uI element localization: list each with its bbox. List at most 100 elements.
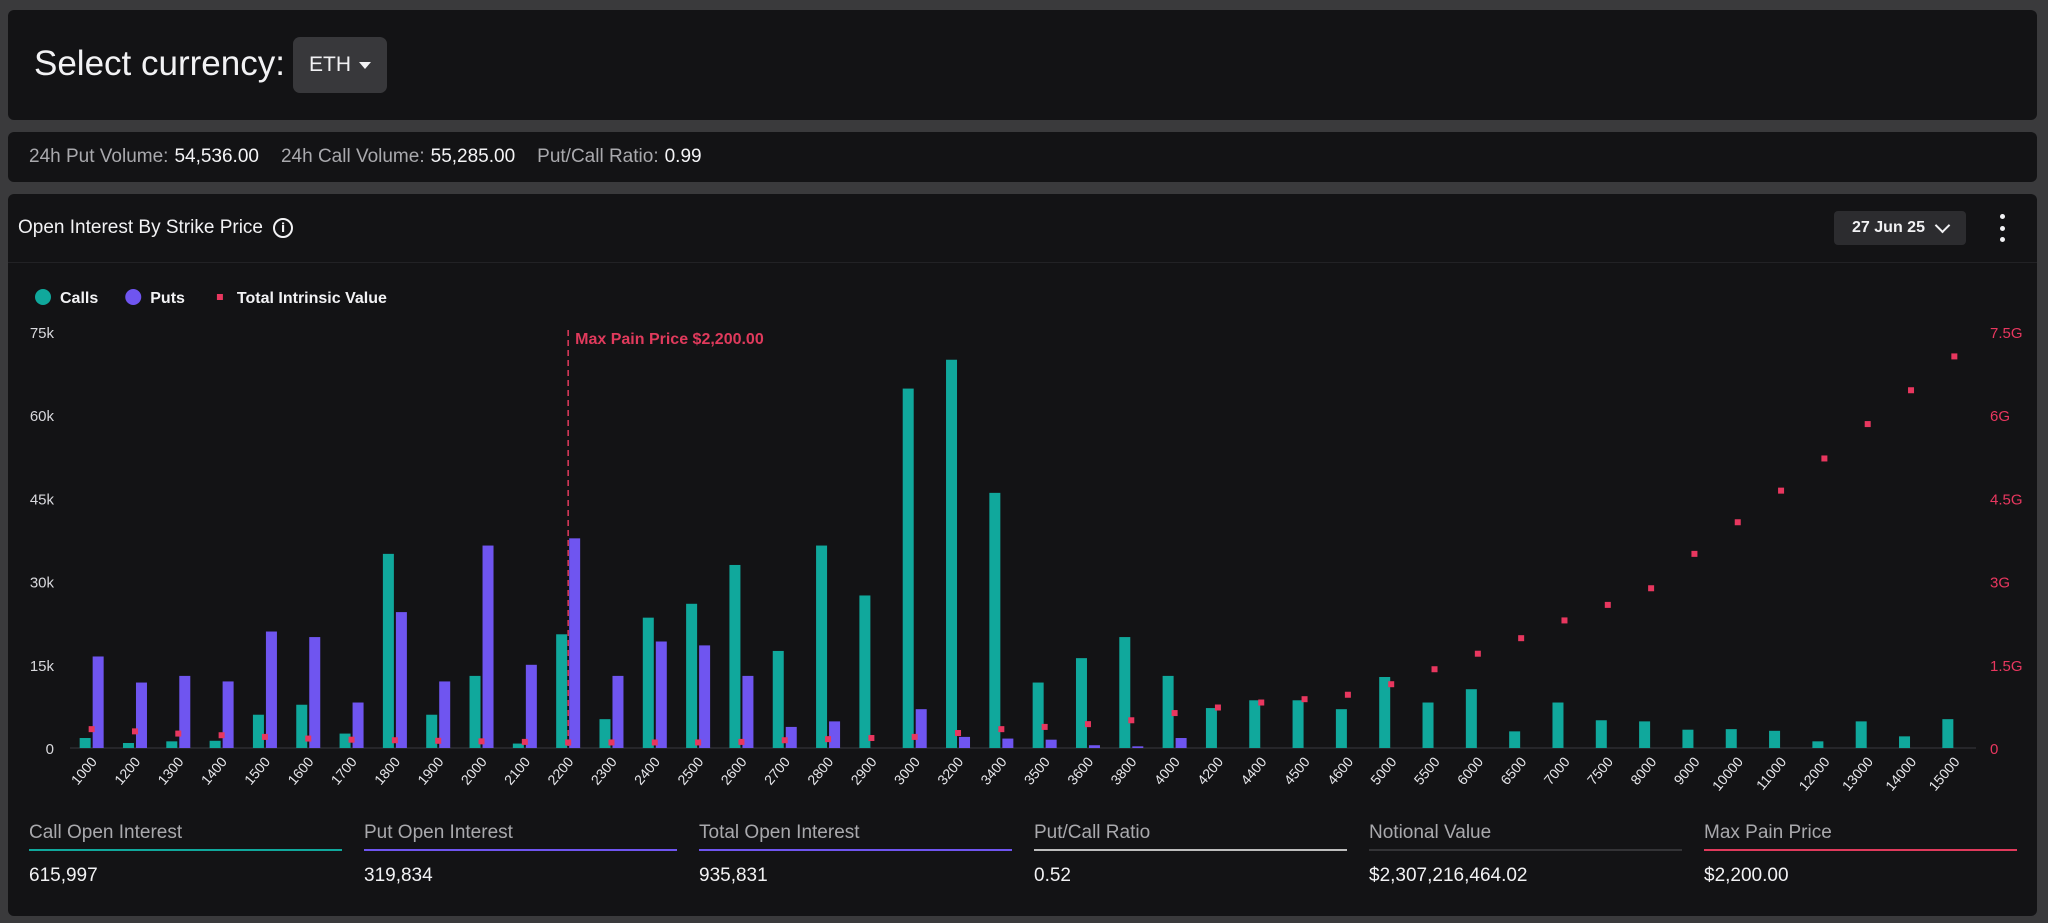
intrinsic-value-point: [1951, 353, 1958, 360]
metric-underline: [1034, 849, 1347, 851]
call-bar: [1509, 731, 1521, 748]
metric-value: 0.52: [1034, 865, 1071, 886]
x-tick-label: 4200: [1194, 753, 1226, 787]
intrinsic-value-point: [305, 735, 312, 742]
intrinsic-value-point: [911, 733, 918, 740]
y-left-tick-label: 60k: [30, 408, 55, 425]
intrinsic-value-point: [1431, 666, 1438, 673]
metric-value: 319,834: [364, 865, 433, 886]
y-right-tick-label: 3G: [1990, 575, 2010, 592]
put-bar: [1002, 738, 1014, 748]
intrinsic-value-point: [651, 739, 658, 746]
metric-value: 615,997: [29, 865, 98, 886]
metric-value: $2,307,216,464.02: [1369, 865, 1528, 886]
call-bar: [1812, 741, 1824, 748]
metric-put-call-ratio: Put/Call Ratio 0.52: [1034, 822, 1347, 887]
put-bar: [785, 726, 797, 748]
metrics-row: Call Open Interest 615,997 Put Open Intere…: [29, 822, 2024, 887]
intrinsic-value-point: [1474, 650, 1481, 657]
put-bar: [829, 721, 841, 748]
call-bar: [1119, 637, 1131, 748]
x-tick-label: 3400: [977, 753, 1009, 787]
intrinsic-value-point: [435, 737, 442, 744]
metric-value: $2,200.00: [1704, 865, 1789, 886]
y-left-tick-label: 30k: [30, 575, 55, 592]
y-left-tick-label: 45k: [30, 491, 55, 508]
intrinsic-value-point: [1084, 721, 1091, 728]
caret-down-icon: [359, 61, 371, 69]
call-bar: [1552, 702, 1564, 748]
put-bar: [135, 682, 147, 748]
intrinsic-value-point: [1778, 487, 1785, 494]
x-tick-label: 3200: [934, 753, 966, 787]
x-tick-label: 2400: [631, 753, 663, 787]
open-interest-chart-panel: Open Interest By Strike Price i 27 Jun 2…: [8, 194, 2037, 916]
put-bar: [742, 675, 754, 748]
call-bar: [79, 738, 91, 748]
chart-title-text: Open Interest By Strike Price: [18, 217, 263, 238]
metric-underline: [364, 849, 677, 851]
y-left-tick-label: 75k: [30, 325, 55, 342]
call-bar: [1899, 736, 1911, 748]
metric-value: 935,831: [699, 865, 768, 886]
intrinsic-value-point: [1128, 717, 1135, 724]
metric-underline: [1369, 849, 1682, 851]
x-tick-label: 11000: [1753, 753, 1790, 792]
y-right-tick-label: 6G: [1990, 408, 2010, 425]
metric-label: Call Open Interest: [29, 822, 183, 843]
intrinsic-value-point: [1344, 691, 1351, 698]
x-tick-label: 2600: [717, 753, 749, 787]
metric-label: Put/Call Ratio: [1034, 822, 1151, 843]
x-tick-label: 1700: [328, 753, 360, 787]
metric-underline: [29, 849, 342, 851]
call-bar: [1292, 700, 1304, 748]
y-left-tick-label: 15k: [30, 658, 55, 675]
x-tick-label: 1800: [371, 753, 403, 787]
call-bar: [252, 714, 264, 748]
metric-total-open-interest: Total Open Interest 935,831: [699, 822, 1012, 887]
intrinsic-value-point: [781, 737, 788, 744]
intrinsic-value-point: [1258, 699, 1265, 706]
x-tick-label: 2700: [761, 753, 793, 787]
intrinsic-value-point: [1604, 601, 1611, 608]
x-tick-label: 2300: [587, 753, 619, 787]
intrinsic-value-point: [998, 726, 1005, 733]
put-bar: [92, 656, 104, 748]
metric-call-open-interest: Call Open Interest 615,997: [29, 822, 342, 887]
metric-underline: [699, 849, 1012, 851]
call-bar: [1769, 730, 1781, 748]
call-bar: [1465, 689, 1477, 748]
x-tick-label: 2900: [847, 753, 879, 787]
expiry-date-select[interactable]: 27 Jun 25: [1834, 211, 1966, 245]
intrinsic-value-point: [1821, 455, 1828, 462]
x-tick-label: 1000: [68, 753, 100, 787]
intrinsic-value-point: [608, 739, 615, 746]
intrinsic-value-point: [1691, 550, 1698, 557]
put-bar: [1088, 745, 1100, 748]
x-tick-label: 1900: [414, 753, 446, 787]
more-options-button[interactable]: [1992, 214, 2012, 242]
legend-intrinsic-swatch: [216, 294, 223, 300]
x-tick-label: 6000: [1454, 753, 1486, 787]
x-tick-label: 5500: [1411, 753, 1443, 787]
put-bar: [525, 664, 537, 748]
intrinsic-value-point: [478, 738, 485, 745]
intrinsic-value-point: [261, 733, 268, 740]
intrinsic-value-point: [391, 737, 398, 744]
metric-label: Notional Value: [1369, 822, 1492, 843]
put-bar: [1175, 738, 1187, 748]
intrinsic-value-point: [695, 739, 702, 746]
info-icon[interactable]: i: [273, 218, 293, 238]
call-bar: [1335, 709, 1347, 748]
call-bar: [1379, 677, 1391, 748]
put-bar: [1132, 746, 1144, 748]
y-right-tick-label: 4.5G: [1990, 491, 2023, 508]
volume-stats-panel: 24h Put Volume: 54,536.00 24h Call Volume…: [8, 132, 2037, 182]
put-bar: [915, 709, 927, 748]
call-bar: [729, 564, 741, 748]
currency-select[interactable]: ETH: [293, 37, 387, 93]
put-bar: [612, 675, 624, 748]
call-bar: [642, 617, 654, 748]
intrinsic-value-point: [218, 732, 225, 739]
call-bar: [1422, 702, 1434, 748]
